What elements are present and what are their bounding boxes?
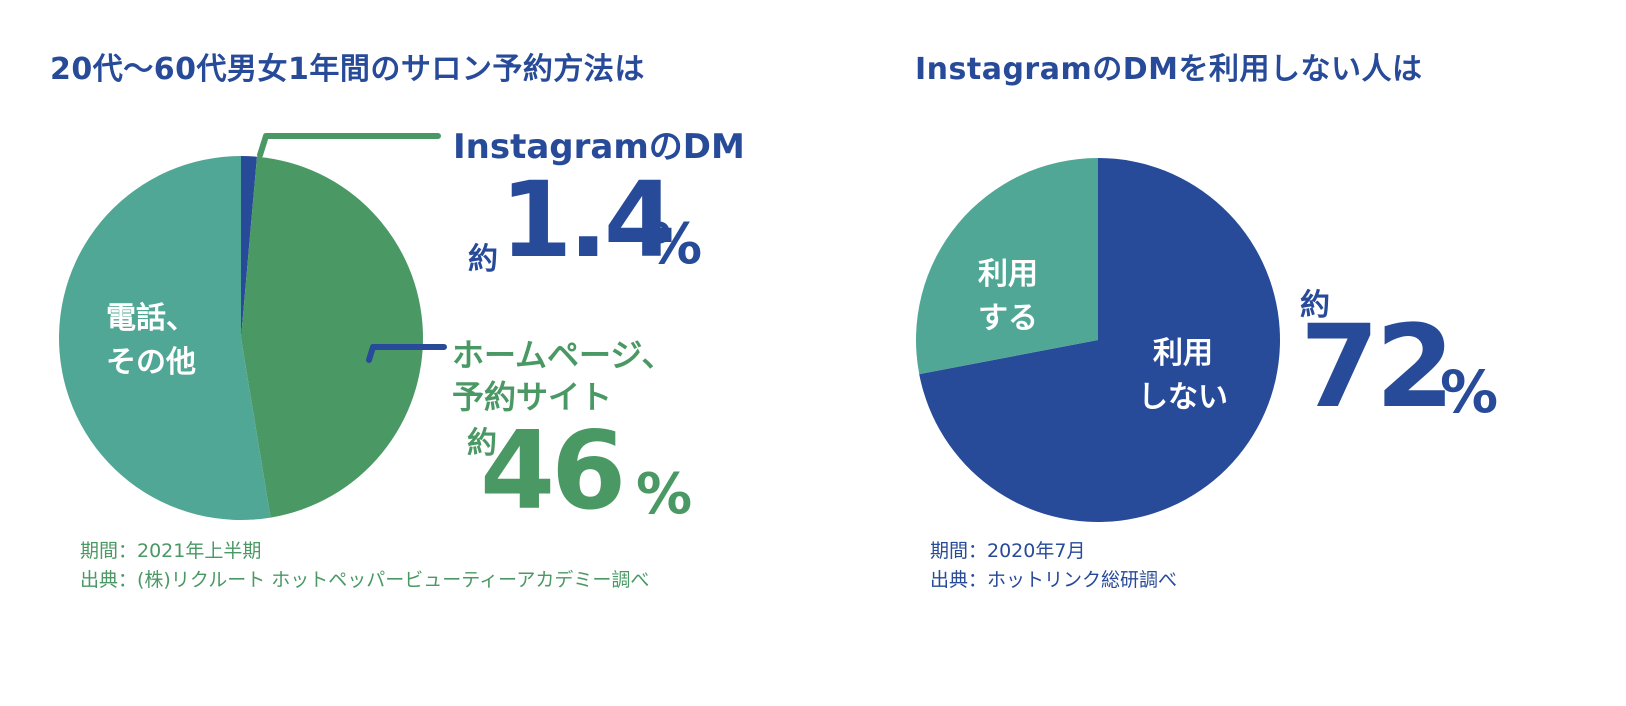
- left-pie-chart: 電話、その他: [59, 156, 423, 520]
- pie-slice-phone-other: [59, 156, 271, 520]
- homepage-leader-line: [366, 344, 447, 363]
- homepage-value: 46: [480, 409, 626, 534]
- not-use-approx: 約: [1300, 288, 1330, 323]
- instagram-dm-approx: 約: [468, 242, 498, 277]
- instagram-dm-category: InstagramのDM: [453, 127, 745, 167]
- instagram-dm-percent: %: [646, 212, 703, 277]
- homepage-percent: %: [636, 462, 693, 527]
- left-source: 期間：2021年上半期 出典：(株)リクルート ホットペッパービューティーアカデ…: [80, 537, 649, 595]
- instagram-leader-line: [257, 133, 441, 158]
- right-pie-chart: 利用しない 利用する: [916, 158, 1280, 522]
- right-source-period: 期間：2020年7月: [930, 540, 1086, 562]
- homepage-approx: 約: [467, 426, 497, 461]
- pie-slice-homepage: [241, 156, 423, 518]
- right-chart-title: InstagramのDMを利用しない人は: [915, 52, 1423, 87]
- use-label: 利用する: [978, 257, 1038, 336]
- not-use-value: 72: [1300, 300, 1455, 433]
- instagram-dm-value: 1.4: [500, 159, 676, 281]
- right-source-origin: 出典：ホットリンク総研調べ: [930, 569, 1178, 591]
- homepage-category-line-1: ホームページ、: [452, 336, 674, 374]
- left-source-origin: 出典：(株)リクルート ホットペッパービューティーアカデミー調べ: [80, 569, 650, 591]
- homepage-category-line-2: 予約サイト: [452, 378, 613, 416]
- left-source-period: 期間：2021年上半期: [80, 540, 262, 562]
- left-chart-title: 20代〜60代男女1年間のサロン予約方法は: [50, 52, 645, 87]
- pie-slice-not-use: [919, 158, 1280, 522]
- phone-other-label: 電話、その他: [106, 301, 196, 380]
- pie-slice-instagram-dm: [241, 156, 257, 338]
- right-source: 期間：2020年7月 出典：ホットリンク総研調べ: [930, 537, 1177, 595]
- not-use-percent: %: [1440, 358, 1499, 426]
- not-use-label: 利用しない: [1138, 336, 1228, 415]
- pie-slice-use: [916, 158, 1098, 375]
